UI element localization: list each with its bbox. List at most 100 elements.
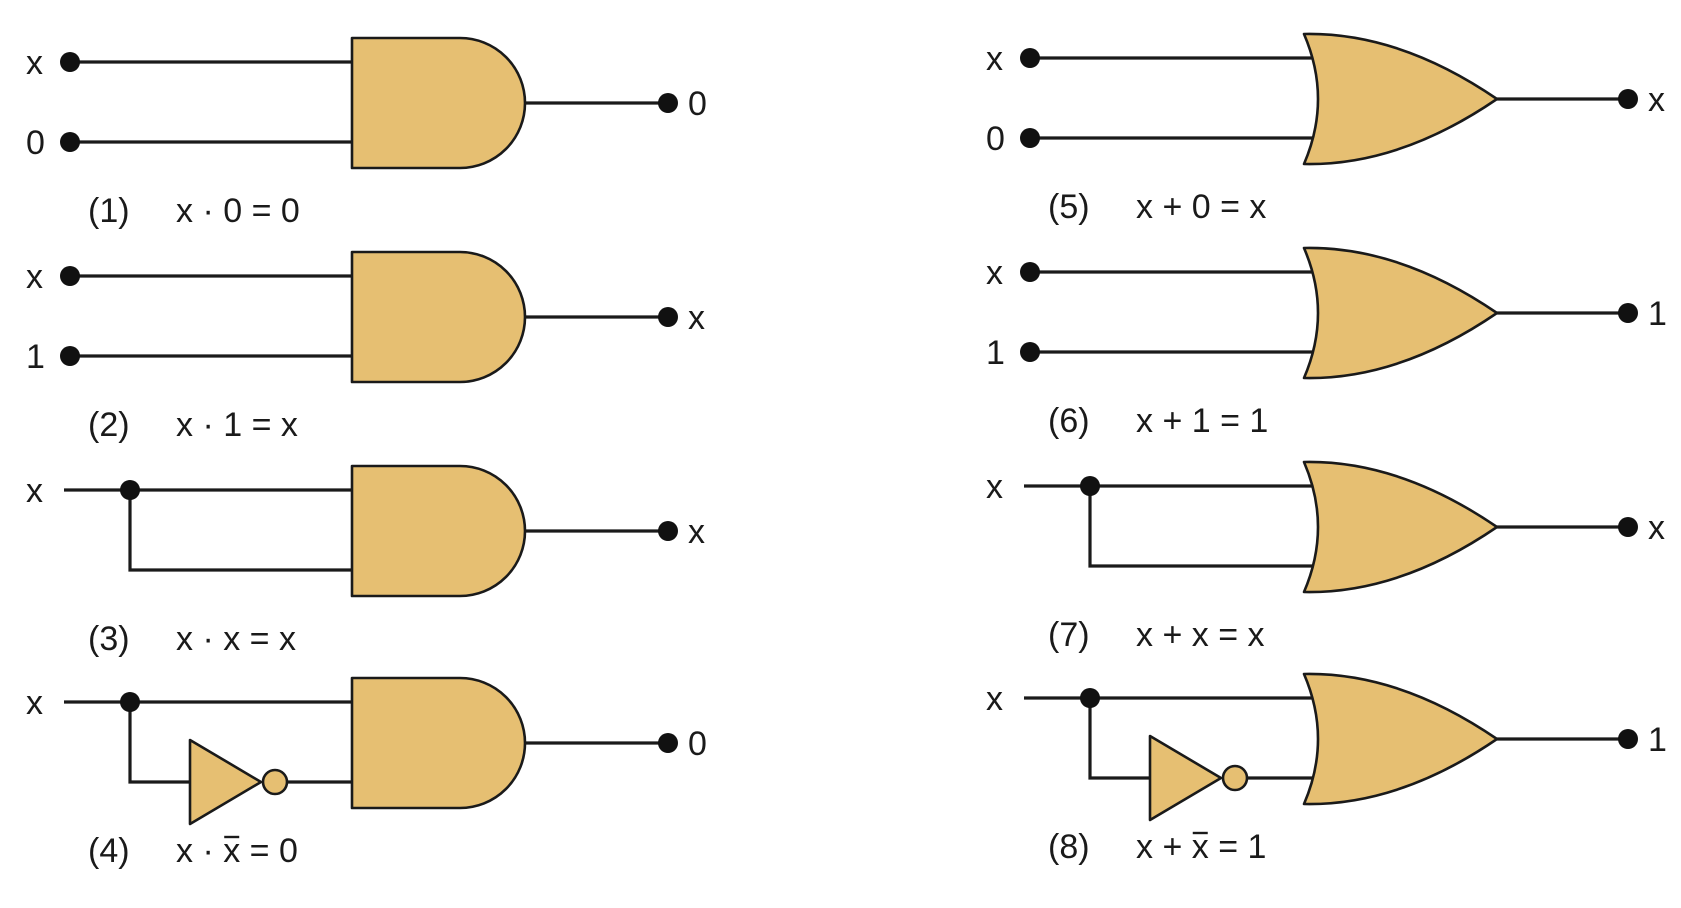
not-gate (1148, 734, 1223, 822)
or-gate (1302, 460, 1499, 594)
equation-right: = 1 (1209, 828, 1267, 866)
equation-left: x · 1 (176, 406, 252, 444)
branch-wire (128, 702, 190, 784)
input-a-terminal (60, 266, 80, 286)
equation: x + 1 = 1 (1136, 402, 1268, 440)
input-b-terminal (60, 346, 80, 366)
equation-right: = x (1220, 188, 1266, 226)
not-gate (188, 738, 263, 826)
equation-right: = x (252, 406, 298, 444)
input-b-label: 1 (986, 334, 1005, 372)
input-label: x (986, 468, 1003, 506)
and-gate (350, 676, 527, 810)
circuit-6: x 1 1 (6) x + 1 = 1 (986, 246, 1667, 440)
equation-right: = 0 (240, 832, 298, 870)
equation-left: x · (176, 832, 223, 870)
output-label: x (1648, 509, 1665, 547)
circuit-4: x 0 (4) x · x = 0 (26, 676, 707, 870)
branch-wire (128, 490, 358, 572)
equation-right: = x (1218, 616, 1264, 654)
output-label: 1 (1648, 295, 1667, 333)
equation: x + x = 1 (1136, 828, 1266, 866)
equation-number: (8) (1048, 828, 1090, 866)
equation-number: (5) (1048, 188, 1090, 226)
or-gate (1302, 672, 1499, 806)
equation-left: x + (1136, 828, 1192, 866)
output-terminal (1618, 303, 1638, 323)
and-gate (350, 464, 527, 598)
equation-right: = 0 (252, 192, 300, 230)
equation: x · x = 0 (176, 832, 298, 870)
output-terminal (1618, 89, 1638, 109)
input-label: x (986, 680, 1003, 718)
branch-wire (1088, 698, 1150, 780)
output-terminal (1618, 729, 1638, 749)
output-terminal (658, 93, 678, 113)
input-label: x (26, 472, 43, 510)
circuit-2: x 1 x (2) x · 1 = x (26, 250, 705, 444)
input-a-label: x (986, 40, 1003, 78)
output-label: 0 (688, 85, 707, 123)
equation: x · 0 = 0 (176, 192, 300, 230)
equation-complement: x (223, 832, 240, 870)
equation-left: x + x (1136, 616, 1218, 654)
input-a-terminal (1020, 48, 1040, 68)
input-label: x (26, 684, 43, 722)
and-gate (350, 250, 527, 384)
circuit-5: x 0 x (5) x + 0 = x (986, 32, 1665, 226)
equation: x · 1 = x (176, 406, 298, 444)
inversion-bubble (1221, 764, 1249, 792)
equation-number: (6) (1048, 402, 1090, 440)
equation: x + x = x (1136, 616, 1265, 654)
junction-dot (120, 692, 140, 712)
junction-dot (1080, 688, 1100, 708)
equation-left: x · x (176, 620, 250, 658)
equation-right: = x (250, 620, 296, 658)
junction-dot (1080, 476, 1100, 496)
output-label: 1 (1648, 721, 1667, 759)
output-terminal (658, 521, 678, 541)
equation-left: x + 0 (1136, 188, 1220, 226)
output-terminal (658, 733, 678, 753)
equation-number: (2) (88, 406, 130, 444)
equation: x + 0 = x (1136, 188, 1266, 226)
input-a-terminal (1020, 262, 1040, 282)
equation-right: = 1 (1220, 402, 1268, 440)
branch-wire (1088, 486, 1318, 568)
circuit-8: x 1 (8) x + x = 1 (986, 672, 1667, 866)
output-label: x (1648, 81, 1665, 119)
equation-number: (7) (1048, 616, 1090, 654)
and-gate (350, 36, 527, 170)
equation-number: (1) (88, 192, 130, 230)
inversion-bubble (261, 768, 289, 796)
output-label: 0 (688, 725, 707, 763)
input-b-terminal (60, 132, 80, 152)
circuit-7: x x (7) x + x = x (986, 460, 1665, 654)
input-a-label: x (986, 254, 1003, 292)
output-label: x (688, 513, 705, 551)
junction-dot (120, 480, 140, 500)
output-terminal (1618, 517, 1638, 537)
circuit-1: x 0 0 (1) x · 0 = 0 (26, 36, 707, 230)
input-a-label: x (26, 44, 43, 82)
equation-number: (3) (88, 620, 130, 658)
input-a-label: x (26, 258, 43, 296)
equation-left: x + 1 (1136, 402, 1220, 440)
or-gate (1302, 32, 1499, 166)
output-label: x (688, 299, 705, 337)
input-b-terminal (1020, 342, 1040, 362)
or-gate (1302, 246, 1499, 380)
circuit-3: x x (3) x · x = x (26, 464, 705, 658)
equation: x · x = x (176, 620, 296, 658)
output-terminal (658, 307, 678, 327)
input-b-terminal (1020, 128, 1040, 148)
equation-complement: x (1192, 828, 1209, 866)
equation-number: (4) (88, 832, 130, 870)
input-b-label: 0 (986, 120, 1005, 158)
input-b-label: 0 (26, 124, 45, 162)
equation-left: x · 0 (176, 192, 252, 230)
input-b-label: 1 (26, 338, 45, 376)
input-a-terminal (60, 52, 80, 72)
